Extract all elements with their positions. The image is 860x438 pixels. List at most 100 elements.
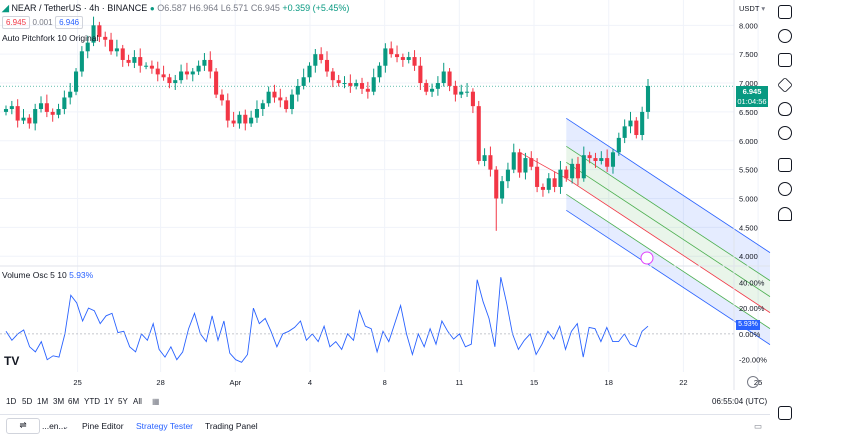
pitchfork-line: [566, 193, 771, 329]
candle-body: [406, 57, 411, 60]
currency-label: USDT: [739, 4, 760, 13]
candle-body: [359, 83, 365, 89]
panel-expand-icon[interactable]: ▭: [754, 421, 763, 431]
indicator-legend[interactable]: Auto Pitchfork 10 Original: [2, 33, 99, 43]
tradingview-logo-icon[interactable]: TV: [4, 354, 20, 368]
candle-body: [418, 65, 423, 84]
buy-button[interactable]: 6.946: [55, 16, 84, 29]
range-ytd[interactable]: YTD: [84, 397, 100, 406]
layers-icon[interactable]: [777, 77, 793, 93]
range-3m[interactable]: 3M: [53, 397, 65, 406]
calendar-icon[interactable]: [778, 53, 792, 67]
ohlc-low: L6.571: [220, 3, 249, 13]
candle-body: [138, 57, 143, 66]
candle-body: [365, 88, 370, 92]
candle-body: [394, 54, 400, 58]
utc-clock[interactable]: 06:55:04 (UTC): [712, 397, 768, 406]
candle-body: [645, 85, 651, 112]
candle-body: [21, 117, 26, 121]
range-6m[interactable]: 6M: [68, 397, 80, 406]
currency-selector[interactable]: USDT ▾: [739, 4, 765, 13]
tab-screener[interactable]: ...en...: [42, 421, 66, 431]
notifications-icon[interactable]: [778, 207, 792, 221]
candle-body: [91, 25, 96, 43]
candlestick-series: [3, 16, 651, 231]
candle-body: [593, 158, 598, 161]
candle-body: [371, 77, 376, 92]
price-axis[interactable]: 8.000 7.500 7.000 6.500 6.000 5.500 5.000 4.500…: [739, 21, 758, 261]
candle-body: [640, 111, 645, 135]
sell-button[interactable]: 6.945: [2, 16, 31, 29]
candle-body: [214, 71, 219, 95]
tab-trading-panel[interactable]: Trading Panel: [205, 421, 258, 431]
candle-body: [482, 155, 487, 161]
candle-body: [319, 54, 324, 60]
symbol-title[interactable]: NEAR / TetherUS · 4h · BINANCE: [11, 3, 148, 13]
candle-body: [202, 59, 207, 66]
tab-strategy-tester[interactable]: Strategy Tester: [136, 421, 194, 431]
osc-tick-label: 0.00%: [739, 330, 761, 339]
settings-gear-icon[interactable]: [747, 376, 759, 388]
candle-body: [97, 25, 102, 37]
time-tick-label: 22: [679, 378, 687, 387]
pitchfork-band: [566, 194, 770, 345]
chart-canvas[interactable]: 8.000 7.500 7.000 6.500 6.000 5.500 5.000 4.500…: [0, 0, 774, 414]
pitchfork-line: [566, 117, 771, 253]
broadcast-icon[interactable]: [778, 182, 792, 196]
ohlc-high: H6.964: [189, 3, 219, 13]
candle-body: [9, 106, 14, 110]
event-marker-icon[interactable]: [640, 251, 654, 265]
candle-body: [272, 91, 277, 98]
tab-chevron-icon[interactable]: ⌄: [62, 421, 70, 431]
candle-body: [278, 97, 283, 101]
time-tick-label: 15: [530, 378, 538, 387]
trade-buttons: 6.945 0.001 6.946: [2, 16, 84, 29]
pitchfork-band: [566, 146, 770, 297]
candle-body: [249, 117, 254, 124]
range-all[interactable]: All: [133, 397, 142, 406]
hotlist-icon[interactable]: [778, 102, 792, 116]
range-1d[interactable]: 1D: [6, 397, 17, 406]
candle-body: [511, 152, 516, 170]
candle-body: [459, 91, 464, 95]
range-5d[interactable]: 5D: [22, 397, 33, 406]
time-tick-label: 28: [156, 378, 164, 387]
candle-body: [155, 68, 160, 75]
candle-body: [284, 100, 289, 110]
candle-body: [231, 120, 236, 124]
time-axis[interactable]: 25 28 Apr 4 8 11 15 18 22 25: [73, 378, 762, 387]
chat-icon[interactable]: [778, 158, 792, 172]
candle-body: [196, 65, 201, 72]
help-icon[interactable]: [778, 406, 792, 420]
candle-body: [120, 48, 125, 60]
candle-body: [447, 71, 452, 86]
watchlist-icon[interactable]: [778, 5, 792, 19]
candle-body: [132, 57, 137, 63]
candle-body: [552, 178, 557, 187]
tab-pine-editor[interactable]: Pine Editor: [82, 421, 124, 431]
candle-body: [570, 163, 575, 179]
candle-body: [523, 158, 528, 173]
panel-toggle-icon[interactable]: ⇌: [6, 418, 40, 434]
candle-body: [575, 163, 581, 179]
candle-body: [243, 114, 248, 124]
osc-tick-label: 40.00%: [739, 278, 765, 287]
osc-axis[interactable]: 40.00% 20.00% 0.00% -20.00%: [739, 278, 767, 364]
range-1m[interactable]: 1M: [37, 397, 49, 406]
candle-body: [73, 71, 79, 92]
date-range-icon[interactable]: ▦: [152, 397, 160, 406]
alarm-clock-icon[interactable]: [778, 29, 792, 43]
candle-body: [389, 48, 394, 55]
candle-body: [599, 158, 604, 161]
candle-body: [219, 94, 224, 101]
candle-body: [179, 71, 184, 81]
candle-body: [44, 103, 49, 112]
osc-legend[interactable]: Volume Osc 5 10 5.93%: [2, 270, 93, 280]
candle-body: [126, 59, 131, 63]
candle-body: [184, 71, 189, 75]
grid-lines: [0, 0, 759, 372]
range-1y[interactable]: 1Y: [104, 397, 114, 406]
range-5y[interactable]: 5Y: [118, 397, 128, 406]
ohlc-close: C6.945: [250, 3, 280, 13]
ideas-icon[interactable]: [778, 126, 792, 140]
